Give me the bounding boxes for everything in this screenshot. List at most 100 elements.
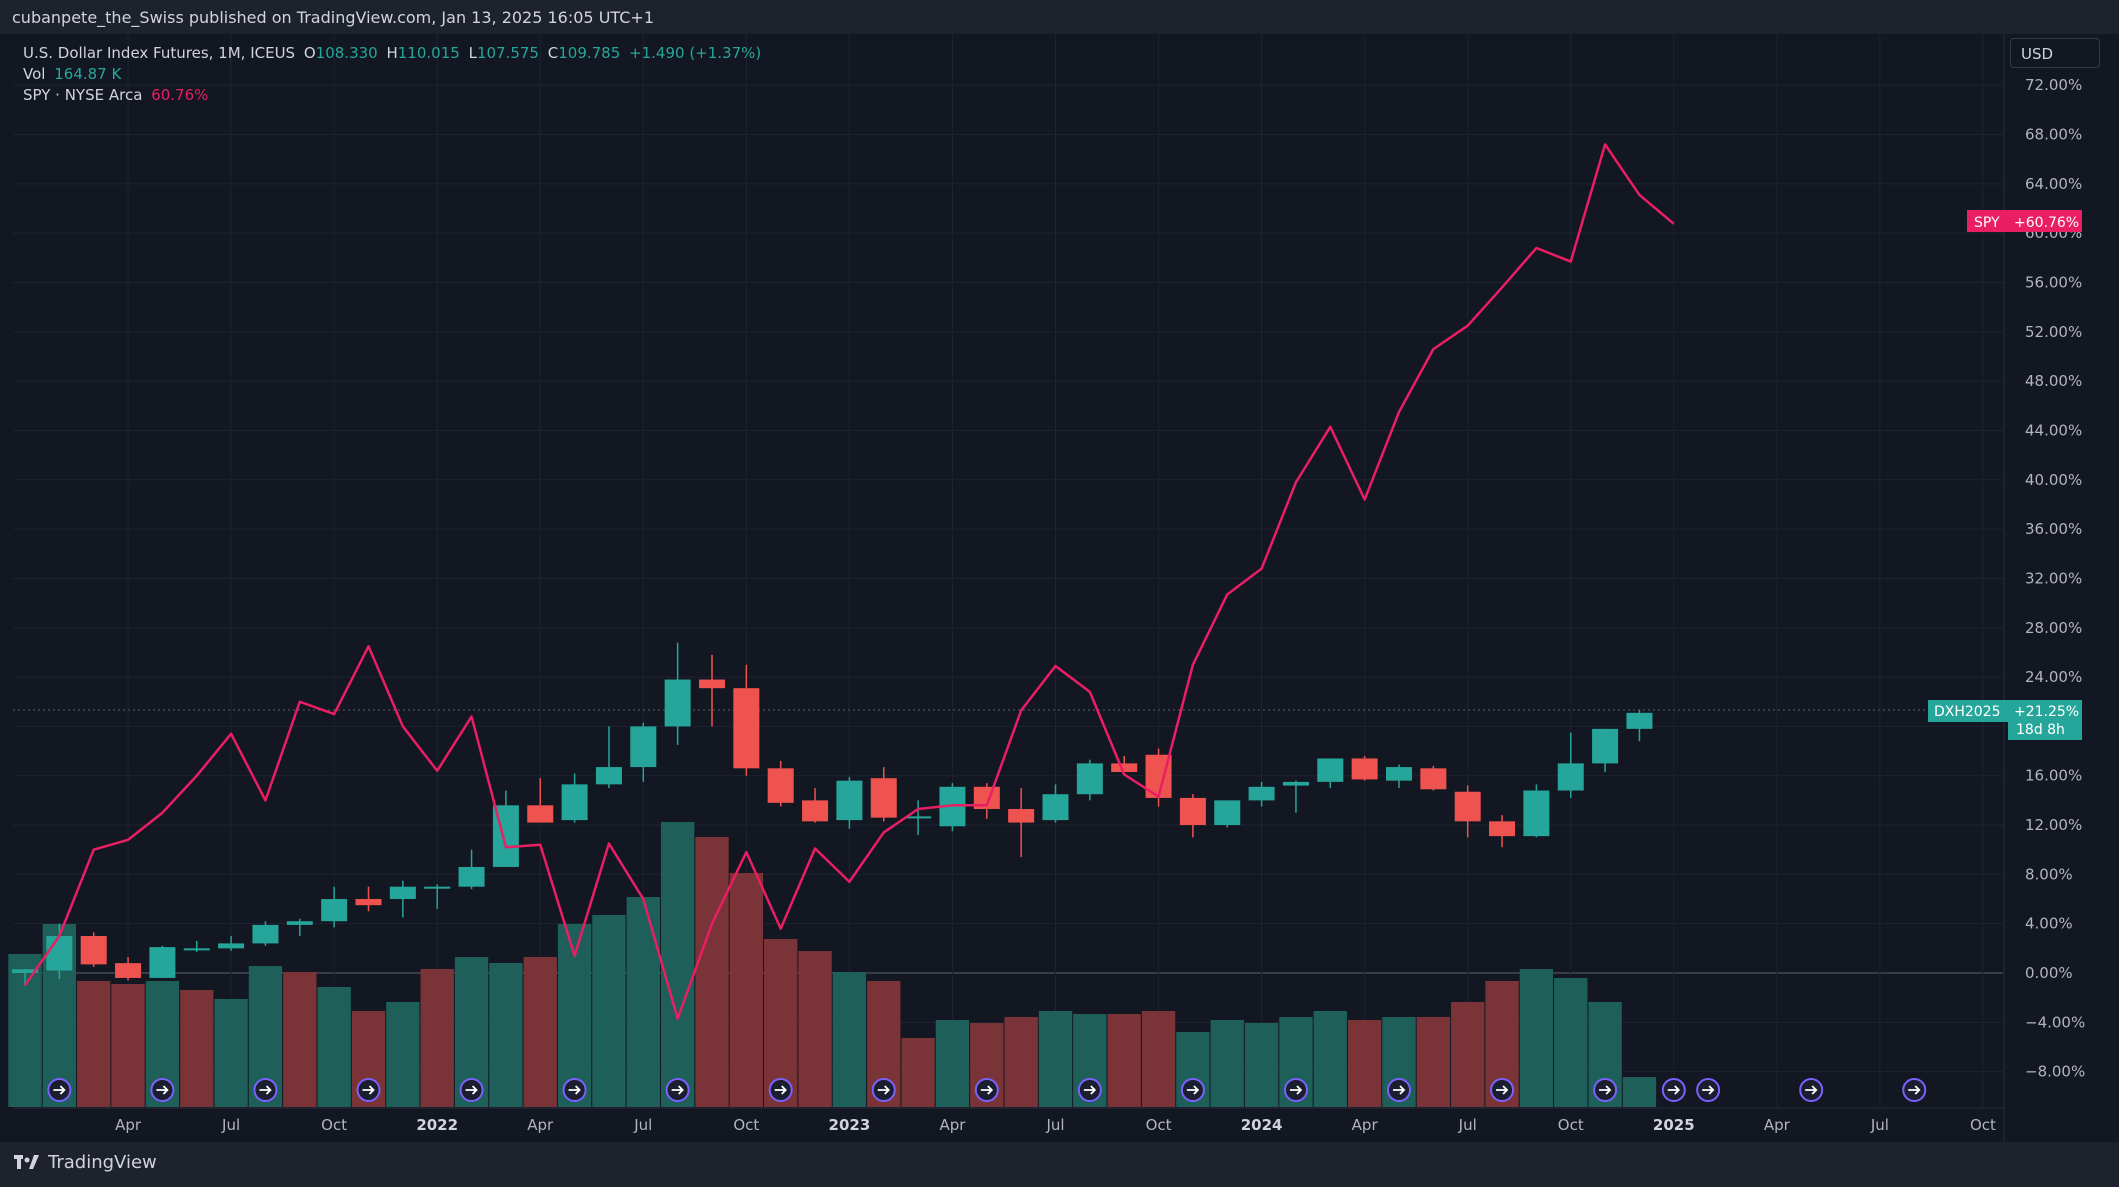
volume-bar [729,873,764,1107]
event-marker-icon [665,1078,690,1102]
footer-brand-text: TradingView [48,1152,157,1173]
event-marker-icon [1077,1078,1102,1102]
event-marker-icon [871,1078,896,1102]
volume-bar [1244,1023,1279,1107]
time-axis-label: Jul [633,1116,652,1134]
candle-body [630,726,657,768]
volume-bar [1519,969,1554,1107]
volume-bar [214,999,248,1107]
legend-close-value: 109.785 [558,44,621,62]
volume-bar [420,969,454,1107]
price-axis-label: 72.00% [2025,76,2082,94]
time-axis-label: Apr [939,1116,966,1134]
volume-bar [660,822,695,1107]
volume-bar [901,1038,935,1107]
candle-body [1386,767,1412,781]
currency-button[interactable]: USD [2010,38,2100,68]
event-arrow [156,1085,169,1095]
tradingview-logo-icon [14,1154,39,1169]
candle-body [802,800,829,822]
event-marker-icon [1283,1078,1308,1102]
price-axis-label: 40.00% [2025,471,2082,489]
candle-body [115,963,142,978]
event-arrow [1702,1085,1715,1095]
legend-high-label: H [386,44,398,62]
event-marker-icon [1661,1078,1686,1102]
event-arrow [53,1085,66,1095]
volume-bar [523,957,557,1107]
volume-bar [1313,1011,1347,1107]
volume-bar [798,951,832,1107]
legend-change: +1.490 (+1.37%) [629,44,762,62]
legend-volume-value: 164.87 K [54,65,122,83]
legend-open-label: O [303,44,316,62]
legend-close-label: C [547,44,559,62]
tradingview-brand[interactable]: TradingView [14,1152,157,1173]
candle-body [767,768,794,803]
price-axis-label: 28.00% [2025,619,2082,637]
time-axis-label: Apr [1764,1116,1791,1134]
time-axis-label: Oct [321,1116,347,1134]
candle-body [973,786,1000,810]
volume-bar [1554,978,1588,1107]
price-axis-label: 36.00% [2025,520,2082,538]
legend-spy[interactable]: SPY · NYSE Arca 60.76% [23,86,212,104]
time-axis-label: Apr [115,1116,142,1134]
candle-body [149,947,176,978]
candle-body [1179,797,1206,826]
time-axis-label: Jul [1458,1116,1477,1134]
event-marker-icon [768,1078,793,1102]
price-axis-label: 64.00% [2025,175,2082,193]
event-arrow [1496,1085,1509,1095]
legend-low-label: L [468,44,477,62]
candle-body [252,924,279,944]
volume-bar [180,990,214,1107]
event-arrow [1667,1085,1681,1095]
event-arrow [568,1085,581,1095]
price-axis-label: 24.00% [2025,668,2082,686]
event-marker-icon [253,1078,278,1102]
event-marker-icon [1593,1078,1618,1102]
candle-body [1523,790,1550,837]
event-arrow [1289,1085,1303,1095]
candle-body [80,936,107,965]
legend-main[interactable]: U.S. Dollar Index Futures, 1M, ICEUS O10… [23,44,765,62]
price-axis-label: 8.00% [2025,865,2073,883]
volume-bar [935,1020,970,1107]
candle-body [424,886,451,889]
spy-badge-value: +60.76% [2014,215,2079,231]
event-arrow [1908,1085,1921,1095]
event-arrow [1083,1085,1097,1095]
candle-body [1557,763,1584,791]
chart-canvas[interactable]: −8.00% −4.00% 0.00% 4.00% 8.00% 12.00% 16.00% 2… [0,34,2119,1142]
event-arrow [465,1085,478,1095]
price-axis-label: 16.00% [2025,767,2082,785]
candle-body [561,784,588,821]
event-arrow [774,1085,787,1095]
volume-bar [386,1002,420,1107]
event-marker-icon [150,1078,175,1102]
event-marker-icon [562,1078,587,1102]
candle-body [699,679,725,689]
volume-bar [111,984,145,1107]
event-markers [47,1078,2030,1102]
candle-body [12,969,38,973]
legend-spy-label: SPY · NYSE Arca [23,86,143,104]
time-axis[interactable]: Apr Jul Oct 2022 Apr Jul Oct 2023 Apr Jul Oct 2024 A… [13,1107,2003,1134]
candle-body [595,767,622,785]
candle-body [664,679,691,727]
event-arrow [671,1085,684,1095]
legend-low-value: 107.575 [476,44,539,62]
event-marker-icon [1387,1078,1411,1102]
price-axis-label: 32.00% [2025,569,2082,587]
spy-badge-symbol: SPY [1974,215,2000,231]
price-axis[interactable]: −8.00% −4.00% 0.00% 4.00% 8.00% 12.00% 16.00% 2… [2003,34,2119,1142]
price-axis-label: 68.00% [2025,126,2082,144]
legend-volume[interactable]: Vol 164.87 K [23,65,125,83]
event-marker-icon [1180,1078,1205,1102]
volume-bar [1107,1014,1141,1107]
dx-badge-symbol: DXH2025 [1934,704,2001,720]
candle-body [389,886,416,900]
candle-body [1248,786,1275,801]
volume-bar [1038,1011,1073,1107]
